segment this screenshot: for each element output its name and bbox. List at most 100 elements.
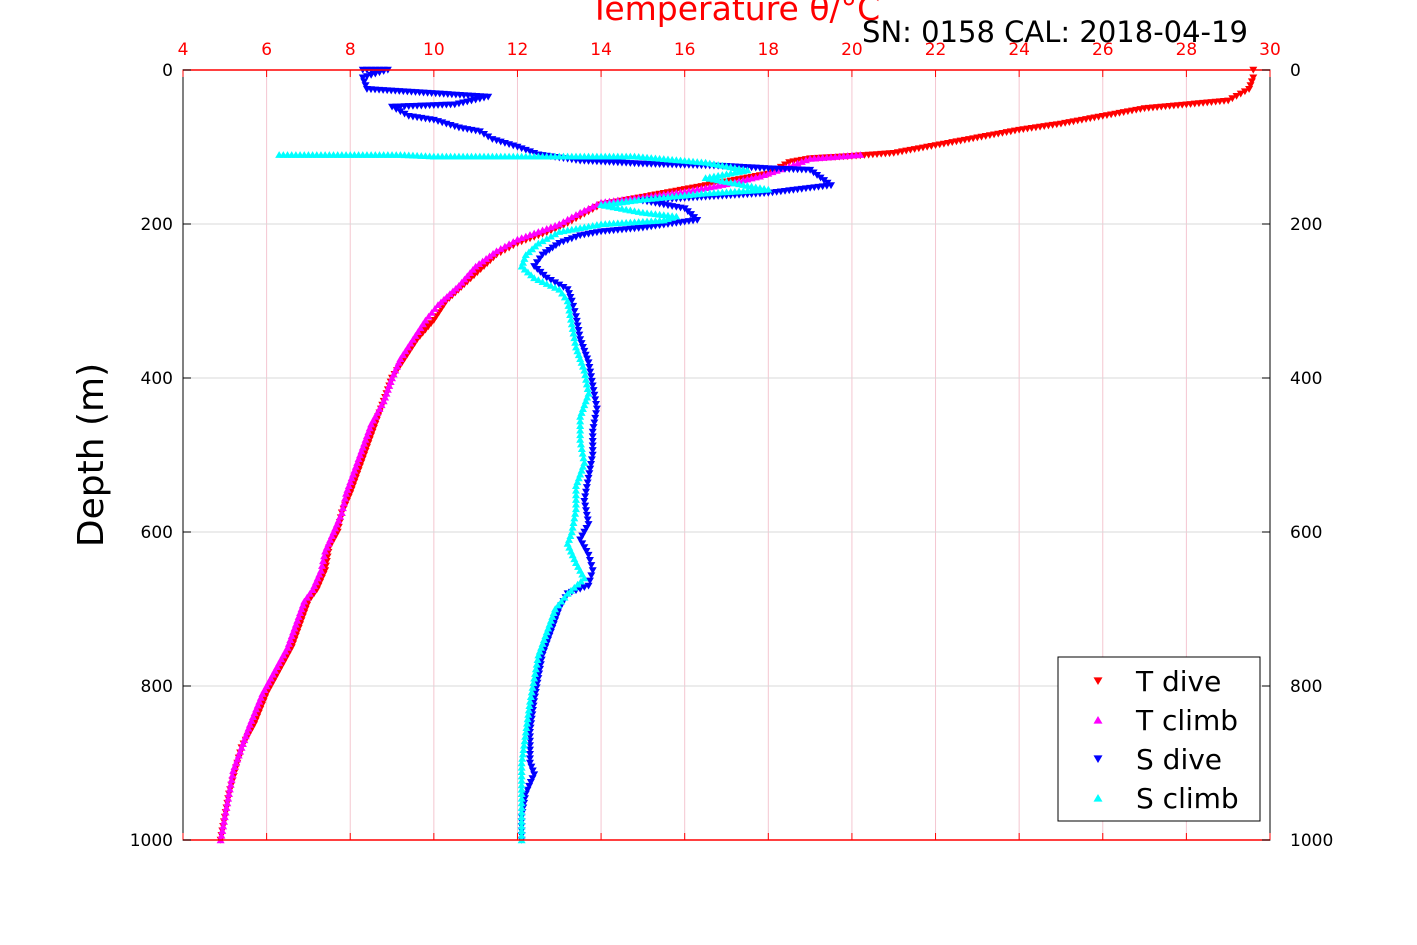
data-point — [522, 724, 531, 731]
data-point — [342, 489, 351, 497]
data-point — [524, 711, 533, 718]
x-tick-label: 8 — [345, 40, 356, 60]
data-point — [588, 437, 597, 445]
data-point — [584, 474, 593, 482]
data-point — [570, 514, 579, 522]
data-point — [567, 213, 576, 221]
data-point — [568, 325, 577, 332]
data-point — [576, 412, 585, 420]
data-point — [588, 447, 597, 454]
data-point — [559, 283, 568, 291]
data-point — [573, 322, 582, 330]
data-point — [517, 804, 526, 811]
y-tick-label-right: 0 — [1290, 61, 1301, 81]
data-point — [571, 509, 580, 517]
data-point — [1249, 74, 1258, 82]
data-point — [513, 235, 522, 243]
y-tick-label-left: 1000 — [130, 831, 173, 851]
data-point — [764, 169, 773, 177]
data-point — [361, 82, 370, 89]
x-tick-label: 28 — [1176, 40, 1198, 60]
data-point — [587, 572, 596, 580]
data-point — [576, 436, 585, 443]
data-point — [427, 308, 436, 316]
data-point — [566, 586, 575, 594]
data-point — [801, 156, 810, 164]
legend-marker — [1093, 715, 1103, 724]
y-tick-label-right: 600 — [1290, 523, 1322, 543]
data-point — [518, 750, 527, 758]
data-point — [588, 202, 597, 210]
data-point — [532, 259, 541, 267]
data-point — [565, 290, 574, 297]
data-point — [526, 755, 535, 763]
data-point — [580, 574, 589, 582]
data-point — [318, 562, 327, 569]
data-point — [551, 283, 560, 291]
data-point — [527, 688, 536, 696]
y-tick-label-left: 800 — [141, 677, 173, 697]
data-point — [555, 285, 564, 293]
data-point — [581, 493, 590, 501]
x-tick-label: 4 — [178, 40, 189, 60]
data-point — [572, 317, 581, 325]
data-point — [517, 808, 526, 816]
data-point — [517, 827, 526, 834]
data-point — [534, 228, 543, 235]
data-point — [534, 276, 543, 284]
data-point — [538, 251, 547, 259]
x-tick-label: 12 — [507, 40, 529, 60]
y-tick-label-left: 400 — [141, 369, 173, 389]
data-point — [575, 331, 584, 339]
data-point — [565, 306, 574, 314]
data-point — [338, 504, 347, 512]
legend-label: S dive — [1136, 743, 1222, 776]
data-point — [583, 385, 592, 392]
data-point — [531, 665, 540, 673]
legend-box — [1057, 656, 1261, 822]
data-point — [505, 240, 514, 248]
data-point — [530, 274, 539, 282]
data-point — [580, 528, 589, 536]
data-point — [303, 593, 312, 601]
data-point — [582, 507, 591, 515]
data-point — [521, 733, 530, 740]
data-point — [551, 279, 560, 287]
data-point — [570, 334, 579, 342]
series-t-climb — [216, 151, 865, 844]
data-point — [542, 225, 551, 232]
data-point — [582, 488, 591, 496]
data-point — [555, 228, 564, 235]
data-point — [520, 737, 529, 745]
data-point — [587, 377, 596, 385]
data-point — [797, 158, 806, 165]
data-point — [568, 523, 577, 531]
data-point — [563, 286, 572, 294]
data-point — [517, 817, 526, 825]
data-point — [563, 590, 572, 597]
data-point — [587, 456, 596, 464]
data-point — [760, 171, 769, 179]
data-point — [308, 586, 317, 593]
data-point — [527, 763, 536, 771]
x-tick-label: 22 — [925, 40, 947, 60]
data-point — [569, 519, 578, 526]
data-point — [546, 232, 555, 240]
data-point — [526, 231, 535, 238]
data-point — [517, 785, 526, 793]
data-point — [227, 776, 236, 784]
data-point — [521, 728, 530, 736]
data-point — [509, 238, 518, 245]
y-tick-label-left: 0 — [162, 61, 173, 81]
data-point — [228, 771, 237, 779]
data-point — [224, 794, 233, 802]
data-point — [571, 500, 580, 508]
data-point — [388, 103, 397, 111]
data-point — [530, 771, 539, 779]
y-tick-label-right: 1000 — [1290, 831, 1333, 851]
data-point — [583, 516, 592, 524]
data-point — [585, 364, 594, 371]
data-point — [535, 255, 544, 263]
data-point — [542, 280, 551, 287]
